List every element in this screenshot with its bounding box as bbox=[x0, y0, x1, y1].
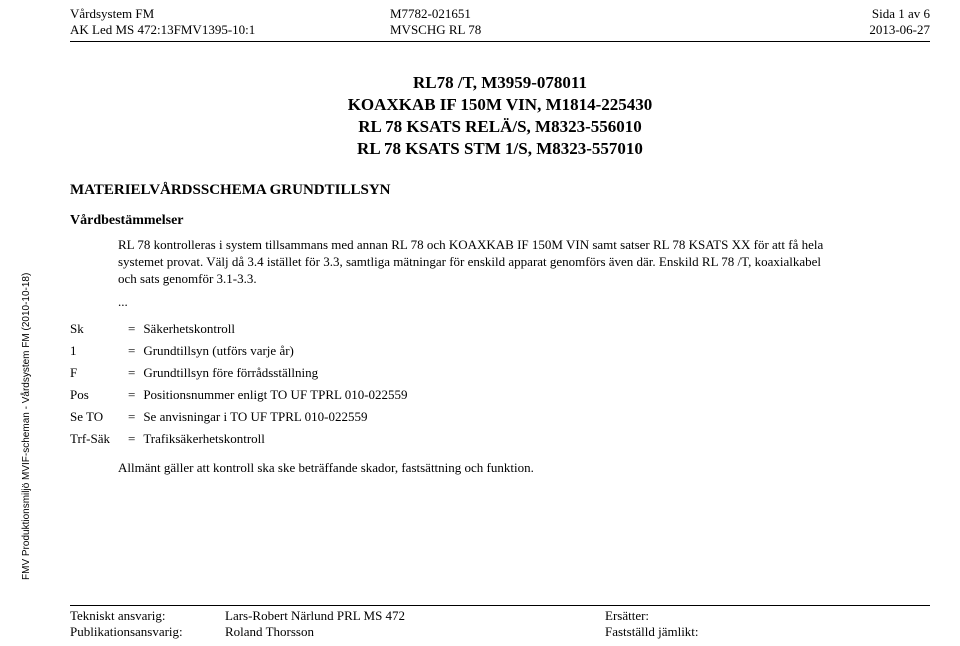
def-key: 1 bbox=[70, 340, 120, 362]
body-paragraph: RL 78 kontrolleras i system tillsammans … bbox=[70, 237, 830, 288]
page-header: Vårdsystem FM AK Led MS 472:13FMV1395-10… bbox=[70, 6, 930, 39]
footer-replaces-label: Ersätter: bbox=[605, 608, 755, 624]
closing-text: Allmänt gäller att kontroll ska ske betr… bbox=[70, 460, 930, 476]
def-value: Positionsnummer enligt TO UF TPRL 010-02… bbox=[143, 384, 417, 406]
def-eq: = bbox=[120, 318, 143, 340]
title-line2: KOAXKAB IF 150M VIN, M1814-225430 bbox=[70, 94, 930, 116]
header-date: 2013-06-27 bbox=[869, 22, 930, 38]
header-page-number: Sida 1 av 6 bbox=[869, 6, 930, 22]
footer-label-tech: Tekniskt ansvarig: bbox=[70, 608, 225, 624]
def-eq: = bbox=[120, 384, 143, 406]
footer-label-pub: Publikationsansvarig: bbox=[70, 624, 225, 640]
table-row: Pos = Positionsnummer enligt TO UF TPRL … bbox=[70, 384, 418, 406]
table-row: 1 = Grundtillsyn (utförs varje år) bbox=[70, 340, 418, 362]
header-left-line1: Vårdsystem FM bbox=[70, 6, 255, 22]
table-row: Trf-Säk = Trafiksäkerhetskontroll bbox=[70, 428, 418, 450]
def-value: Säkerhetskontroll bbox=[143, 318, 417, 340]
title-line4: RL 78 KSATS STM 1/S, M8323-557010 bbox=[70, 138, 930, 160]
footer-divider bbox=[70, 605, 930, 606]
vertical-meta-text: FMV Produktionsmiljö MVIF-scheman - Vård… bbox=[21, 273, 32, 580]
table-row: F = Grundtillsyn före förrådsställning bbox=[70, 362, 418, 384]
title-line1: RL78 /T, M3959-078011 bbox=[70, 72, 930, 94]
title-block: RL78 /T, M3959-078011 KOAXKAB IF 150M VI… bbox=[70, 72, 930, 160]
def-key: Se TO bbox=[70, 406, 120, 428]
def-value: Se anvisningar i TO UF TPRL 010-022559 bbox=[143, 406, 417, 428]
def-eq: = bbox=[120, 406, 143, 428]
def-eq: = bbox=[120, 340, 143, 362]
def-eq: = bbox=[120, 362, 143, 384]
def-eq: = bbox=[120, 428, 143, 450]
ellipsis: ... bbox=[70, 294, 930, 310]
footer-approved-label: Fastställd jämlikt: bbox=[605, 624, 755, 640]
def-key: Pos bbox=[70, 384, 120, 406]
subheading: Vårdbestämmelser bbox=[70, 213, 930, 229]
def-key: F bbox=[70, 362, 120, 384]
header-divider bbox=[70, 41, 930, 42]
def-value: Trafiksäkerhetskontroll bbox=[143, 428, 417, 450]
def-value: Grundtillsyn före förrådsställning bbox=[143, 362, 417, 384]
section-heading: MATERIELVÅRDSSCHEMA GRUNDTILLSYN bbox=[70, 182, 930, 199]
def-value: Grundtillsyn (utförs varje år) bbox=[143, 340, 417, 362]
def-key: Trf-Säk bbox=[70, 428, 120, 450]
footer-name-tech: Lars-Robert Närlund PRL MS 472 bbox=[225, 608, 605, 624]
table-row: Sk = Säkerhetskontroll bbox=[70, 318, 418, 340]
page-footer: Tekniskt ansvarig: Publikationsansvarig:… bbox=[70, 603, 930, 641]
definitions-table: Sk = Säkerhetskontroll 1 = Grundtillsyn … bbox=[70, 318, 418, 450]
header-center-line1: M7782-021651 bbox=[390, 6, 481, 22]
table-row: Se TO = Se anvisningar i TO UF TPRL 010-… bbox=[70, 406, 418, 428]
header-left-line2: AK Led MS 472:13FMV1395-10:1 bbox=[70, 22, 255, 38]
def-key: Sk bbox=[70, 318, 120, 340]
header-center-line2: MVSCHG RL 78 bbox=[390, 22, 481, 38]
title-line3: RL 78 KSATS RELÄ/S, M8323-556010 bbox=[70, 116, 930, 138]
footer-name-pub: Roland Thorsson bbox=[225, 624, 605, 640]
